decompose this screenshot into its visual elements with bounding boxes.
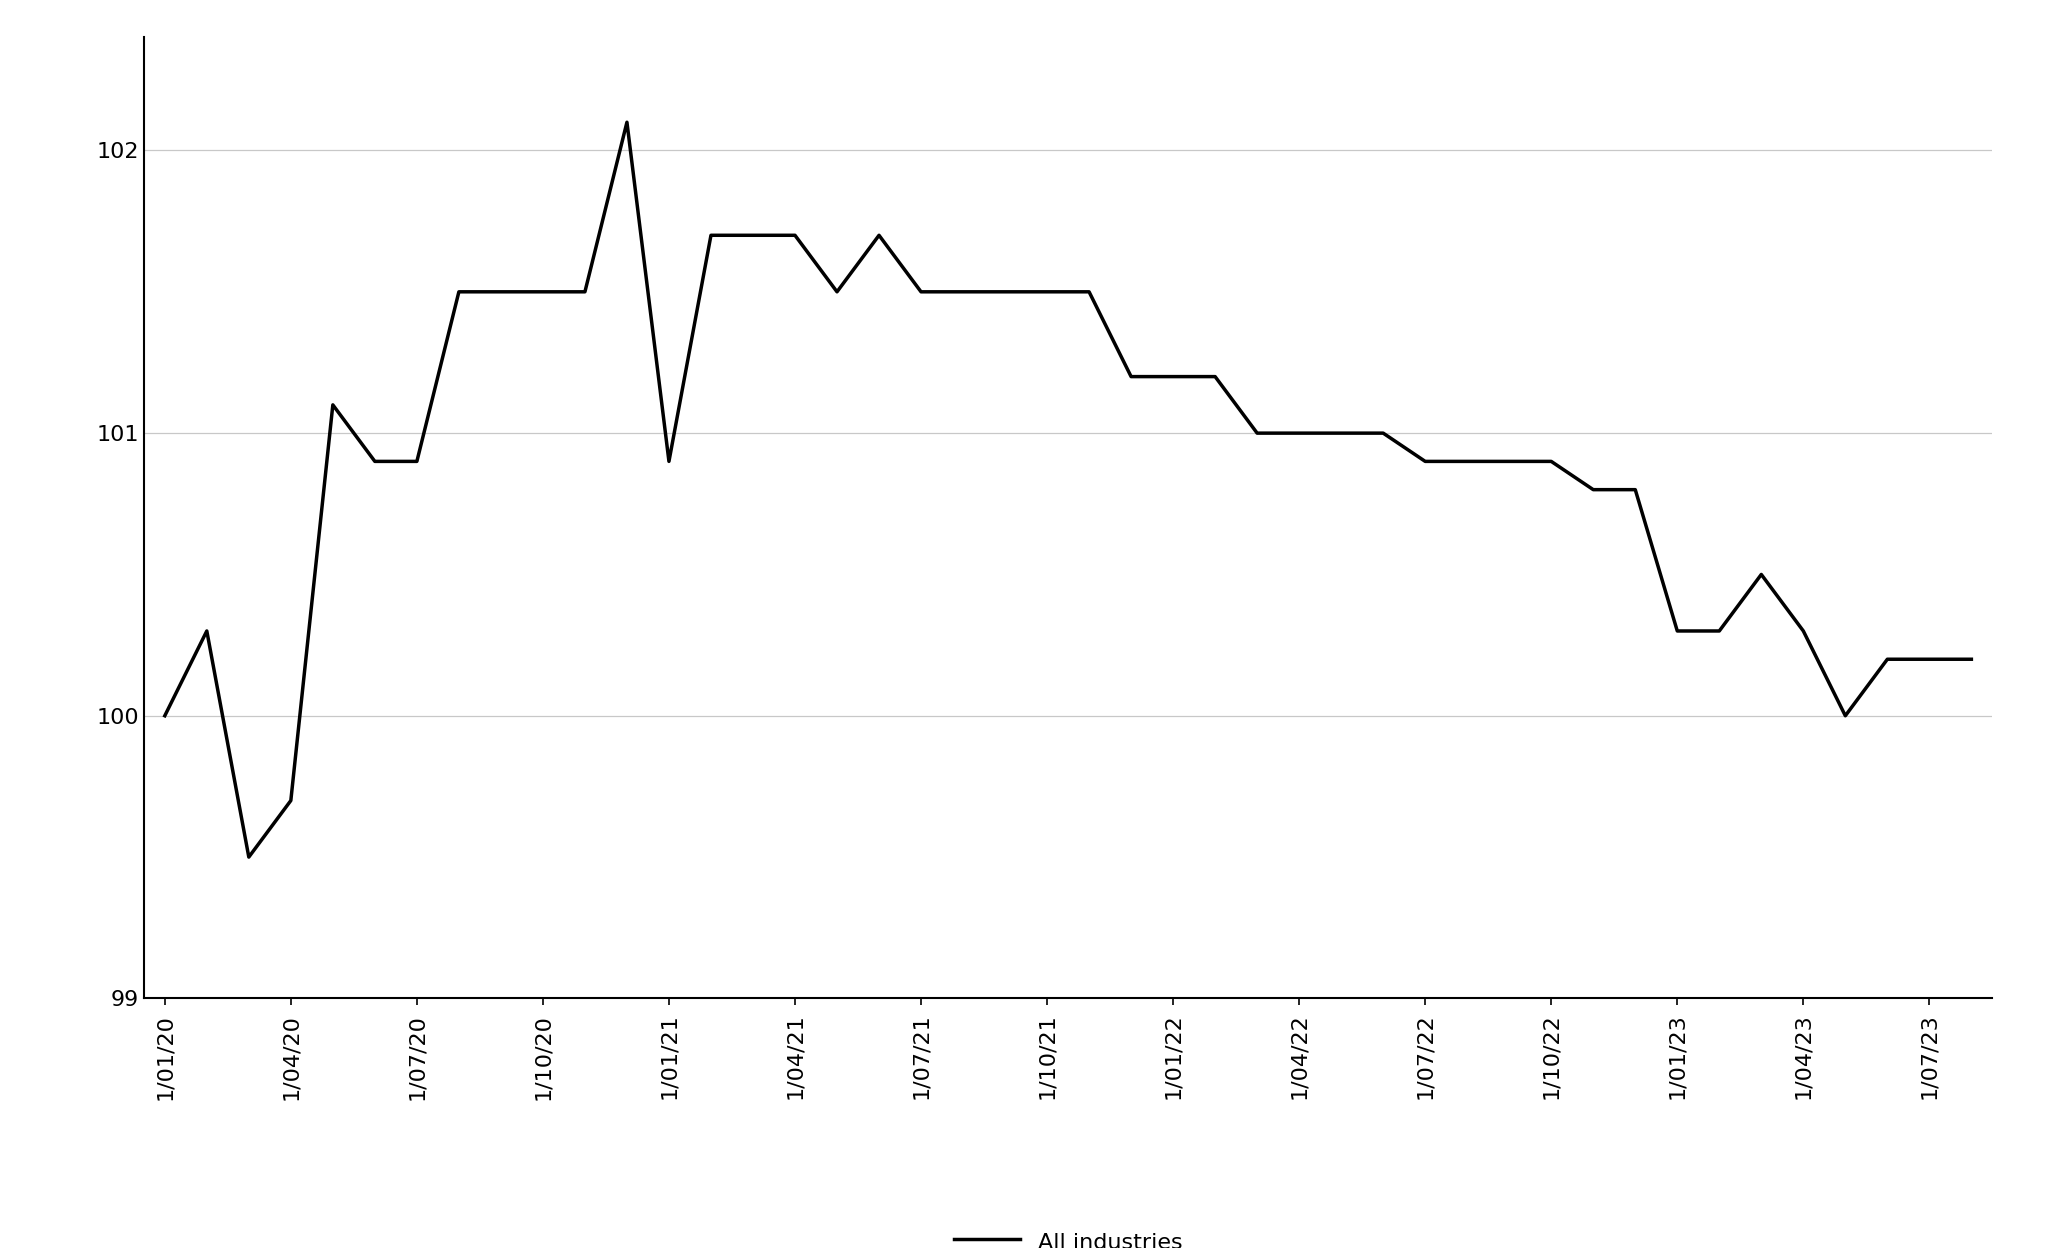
All industries (1076, 285, 1101, 300)
All industries (951, 285, 976, 300)
All industries (1497, 454, 1522, 469)
All industries (1791, 624, 1816, 639)
All industries (741, 228, 766, 243)
All industries (657, 454, 682, 469)
All industries (1161, 369, 1185, 384)
All industries (530, 285, 555, 300)
Legend: All industries: All industries (945, 1221, 1191, 1248)
All industries (908, 285, 933, 300)
All industries (1245, 426, 1269, 441)
All industries (320, 397, 345, 412)
All industries (1538, 454, 1563, 469)
Line: All industries: All industries (164, 122, 1972, 857)
All industries (867, 228, 891, 243)
All industries (1204, 369, 1228, 384)
All industries (1707, 624, 1732, 639)
All industries (1750, 567, 1775, 582)
All industries (1875, 651, 1900, 666)
All industries (1666, 624, 1690, 639)
All industries (1119, 369, 1144, 384)
All industries (1329, 426, 1354, 441)
All industries (279, 792, 304, 807)
All industries (1413, 454, 1438, 469)
All industries (1623, 482, 1647, 497)
All industries (614, 115, 639, 130)
All industries (698, 228, 723, 243)
All industries (1288, 426, 1313, 441)
All industries (195, 624, 220, 639)
All industries (1832, 709, 1857, 724)
All industries (446, 285, 470, 300)
All industries (992, 285, 1017, 300)
All industries (1454, 454, 1479, 469)
All industries (1035, 285, 1060, 300)
All industries (783, 228, 807, 243)
All industries (405, 454, 429, 469)
All industries (364, 454, 388, 469)
All industries (489, 285, 514, 300)
All industries (1916, 651, 1941, 666)
All industries (152, 709, 177, 724)
All industries (1582, 482, 1606, 497)
All industries (573, 285, 598, 300)
All industries (1370, 426, 1395, 441)
All industries (236, 850, 261, 865)
All industries (1960, 651, 1984, 666)
All industries (826, 285, 850, 300)
